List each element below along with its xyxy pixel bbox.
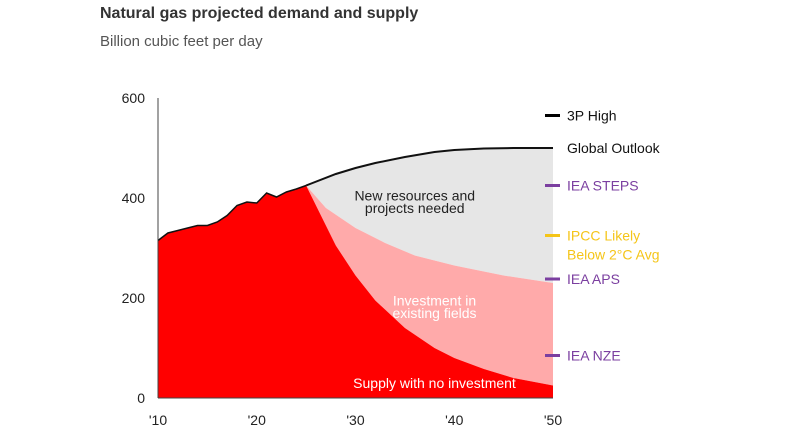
historic-demand-line: [157, 184, 307, 242]
area-new-resources: [306, 148, 553, 283]
scenario-marker-label: IEA NZE: [567, 348, 621, 364]
y-tick-label: 600: [122, 90, 146, 106]
scenario-marker-label: Global Outlook: [567, 140, 661, 156]
area-label: Supply with no investment: [353, 375, 516, 391]
area-label: existing fields: [392, 305, 476, 321]
scenario-marker-label: Below 2°C Avg: [567, 247, 660, 263]
chart-areas: [157, 147, 553, 398]
chart-title: Natural gas projected demand and supply: [100, 5, 419, 22]
global-outlook-line: [305, 147, 553, 187]
x-tick-label: '10: [149, 412, 167, 428]
chart-axes: 0 200 400 600 '10 '20 '30 '40 '50: [122, 90, 563, 428]
y-tick-label: 400: [122, 190, 146, 206]
scenario-marker-label: IEA APS: [567, 271, 620, 287]
scenario-markers: 3P High Global Outlook IEA STEPS IPCC Likel…: [545, 108, 661, 364]
x-tick-label: '50: [544, 412, 562, 428]
area-supply-no-investment: [158, 185, 553, 398]
area-label: Investment in: [393, 293, 476, 309]
scenario-marker-label: 3P High: [567, 108, 617, 124]
scenario-marker-label: IEA STEPS: [567, 178, 639, 194]
x-tick-label: '30: [346, 412, 364, 428]
x-tick-label: '40: [445, 412, 463, 428]
y-tick-label: 200: [122, 290, 146, 306]
area-label: New resources and: [354, 188, 475, 204]
area-label: projects needed: [365, 200, 465, 216]
scenario-marker-label: IPCC Likely: [567, 228, 640, 244]
chart-subtitle: Billion cubic feet per day: [100, 33, 263, 50]
x-tick-label: '20: [248, 412, 266, 428]
area-investment-existing-fields: [306, 185, 553, 386]
y-tick-label: 0: [137, 390, 145, 406]
